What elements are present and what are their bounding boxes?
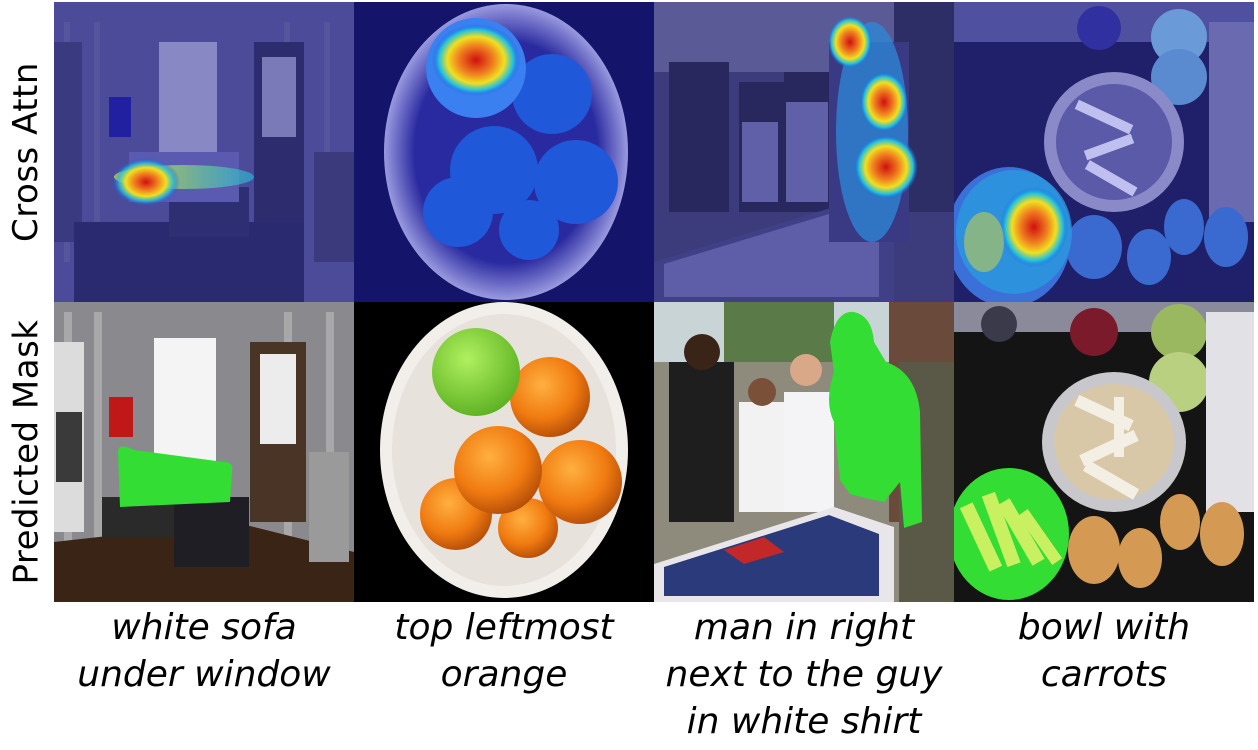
mask-image-bowl [954,302,1254,602]
caption-man: man in right next to the guy in white sh… [665,607,943,742]
caption-orange: top leftmost orange [394,607,614,695]
attn-image-man [654,2,954,302]
mask-image-man [654,302,954,602]
attn-image-bowl [954,2,1254,302]
attn-image-sofa [54,2,354,302]
mask-image-sofa [54,302,354,602]
attn-image-oranges [354,2,654,302]
row-label-cross-attn: Cross Attn [6,62,47,242]
row-label-predicted-mask: Predicted Mask [6,319,46,585]
caption-bowl: bowl with carrots [1017,607,1191,695]
caption-sofa: white sofa under window [77,607,331,695]
mask-image-oranges [354,302,654,602]
